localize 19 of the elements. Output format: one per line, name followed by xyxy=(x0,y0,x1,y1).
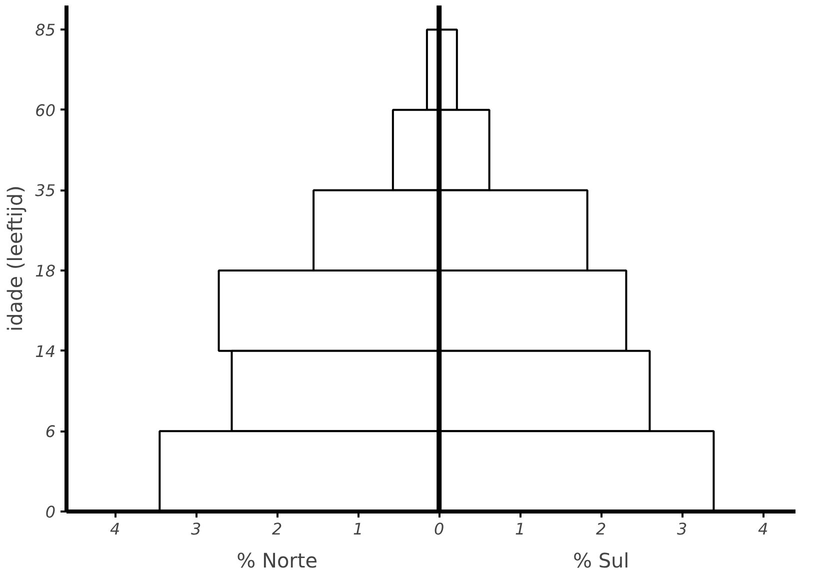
x-tick-label: 4 xyxy=(758,520,768,538)
text: 35 xyxy=(35,181,56,200)
text: 14 xyxy=(35,342,56,361)
text: 85 xyxy=(35,20,56,40)
x-tick-label: 3 xyxy=(191,520,202,538)
x-tick-label: 2 xyxy=(596,520,606,538)
x-tick-label: 4 xyxy=(110,520,120,538)
x-tick-label: 1 xyxy=(353,520,364,538)
text: 6 xyxy=(45,422,56,442)
x-tick-label: 1 xyxy=(515,520,526,538)
series-label: % Norte xyxy=(236,548,318,572)
x-tick-label: 2 xyxy=(272,520,282,538)
text: 60 xyxy=(35,100,56,120)
series-label: % Sul xyxy=(572,548,630,572)
x-tick-label: 0 xyxy=(434,520,444,538)
text: 0 xyxy=(45,502,56,522)
text: 18 xyxy=(35,262,56,281)
y-axis-title: idade (leeftijd) xyxy=(3,186,28,332)
x-tick-label: 3 xyxy=(677,520,688,538)
